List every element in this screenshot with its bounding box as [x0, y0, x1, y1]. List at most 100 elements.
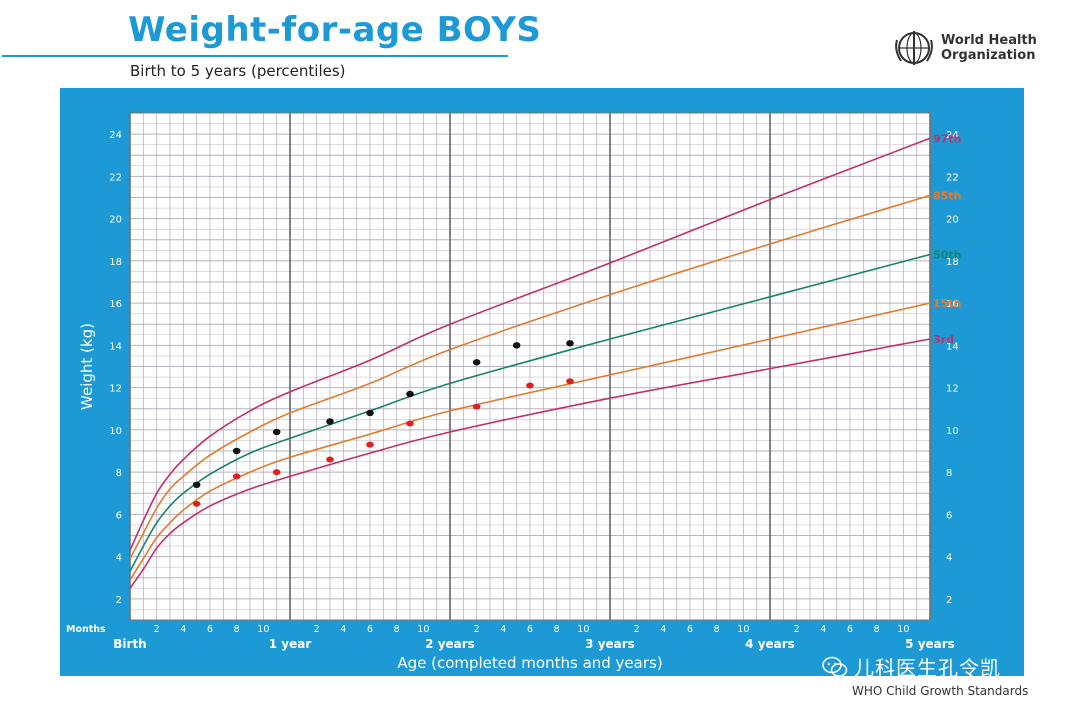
percentile-line-3rd: [129, 338, 931, 589]
y-tick-label-right: 16: [946, 299, 959, 310]
measurement-point-red: [406, 420, 414, 427]
x-month-tick-label: 4: [500, 624, 506, 635]
x-month-tick-label: 6: [527, 624, 533, 635]
measurement-point-black: [192, 481, 201, 488]
measurement-point-red: [272, 469, 281, 476]
y-tick-label-right: 8: [946, 468, 952, 479]
measurement-point-black: [512, 342, 521, 349]
y-tick-label-left: 18: [109, 257, 122, 268]
y-tick-label-right: 4: [946, 553, 952, 564]
measurement-point-red: [232, 473, 241, 480]
y-tick-label-right: 10: [946, 426, 959, 437]
y-tick-label-left: 2: [116, 595, 122, 606]
y-tick-label-left: 20: [109, 215, 122, 226]
watermark: 儿科医生孔令凯: [822, 652, 1001, 681]
x-month-tick-label: 8: [554, 624, 560, 635]
y-tick-label-right: 6: [946, 510, 952, 521]
x-month-tick-label: 10: [577, 624, 589, 635]
x-year-label: 5 years: [905, 637, 955, 651]
percentile-line-15th: [129, 302, 931, 581]
measurement-point-black: [406, 390, 414, 398]
percentile-label-50th: 50th: [933, 249, 961, 262]
percentile-label-85th: 85th: [933, 189, 961, 202]
y-tick-label-right: 2: [946, 595, 952, 606]
x-year-label: 1 year: [269, 637, 312, 651]
x-month-tick-label: 2: [154, 624, 160, 635]
x-month-tick-label: 4: [820, 624, 826, 635]
months-label: Months: [66, 624, 106, 635]
x-year-label: 4 years: [745, 637, 795, 651]
measurement-point-black: [326, 418, 334, 425]
chart-subtitle: Birth to 5 years (percentiles): [130, 62, 346, 80]
measurement-point-black: [272, 428, 281, 436]
who-name-line1: World Health: [941, 33, 1037, 48]
y-tick-label-left: 16: [109, 299, 122, 310]
x-month-tick-label: 10: [737, 624, 749, 635]
plot-border: [129, 112, 931, 621]
who-logo: World Health Organization: [893, 28, 1037, 68]
y-tick-label-left: 22: [109, 172, 122, 183]
percentile-line-50th: [129, 253, 931, 572]
measurement-point-red: [366, 441, 374, 448]
x-month-tick-label: 6: [207, 624, 213, 635]
measurement-point-black: [566, 340, 574, 347]
y-tick-label-left: 14: [109, 341, 122, 352]
x-month-tick-label: 4: [660, 624, 666, 635]
chart-title: Weight-for-age BOYS: [128, 10, 542, 50]
x-month-tick-label: 6: [847, 624, 853, 635]
x-month-tick-label: 2: [634, 624, 640, 635]
x-year-label: Birth: [113, 637, 146, 651]
y-tick-label-left: 4: [116, 553, 122, 564]
title-rule: [2, 55, 508, 57]
percentile-line-85th: [129, 194, 931, 560]
x-month-tick-label: 2: [314, 624, 320, 635]
who-name-line2: Organization: [941, 48, 1036, 63]
percentile-label-97th: 97th: [933, 132, 961, 145]
measurement-point-black: [232, 447, 241, 455]
measurement-point-red: [566, 378, 574, 385]
x-month-tick-label: 8: [714, 624, 720, 635]
measurement-point-red: [472, 403, 481, 410]
x-axis-title: Age (completed months and years): [397, 654, 662, 672]
who-emblem-icon: [895, 31, 933, 65]
y-tick-label-left: 8: [116, 468, 122, 479]
percentile-label-15th: 15th: [933, 297, 961, 310]
y-tick-label-right: 12: [946, 384, 959, 395]
y-tick-label-right: 20: [946, 215, 959, 226]
x-month-tick-label: 6: [687, 624, 693, 635]
y-tick-label-left: 6: [116, 510, 122, 521]
y-tick-label-left: 12: [109, 384, 122, 395]
x-month-tick-label: 4: [180, 624, 186, 635]
y-axis-title: Weight (kg): [78, 323, 96, 410]
y-tick-label-left: 10: [109, 426, 122, 437]
x-month-tick-label: 10: [417, 624, 429, 635]
y-tick-label-left: 24: [109, 130, 122, 141]
x-month-tick-label: 2: [474, 624, 480, 635]
chart-panel: 2 2 4 4 6 6 8 8 10 10 12 12 14 14 16 16 18 18 20 20 22 22 24 24…: [60, 88, 1024, 676]
x-year-label: 3 years: [585, 637, 635, 651]
x-month-tick-label: 6: [367, 624, 373, 635]
y-tick-label-right: 22: [946, 172, 959, 183]
x-month-tick-label: 4: [340, 624, 346, 635]
x-month-tick-label: 10: [897, 624, 909, 635]
footer-standards: WHO Child Growth Standards: [852, 684, 1029, 698]
x-month-tick-label: 8: [874, 624, 880, 635]
x-month-tick-label: 8: [394, 624, 400, 635]
y-tick-label-right: 14: [946, 341, 959, 352]
y-tick-label-right: 24: [946, 130, 959, 141]
measurement-point-red: [326, 456, 334, 463]
measurement-point-black: [472, 359, 481, 366]
percentile-line-97th: [129, 137, 931, 551]
measurement-point-red: [526, 382, 534, 389]
watermark-text: 儿科医生孔令凯: [854, 656, 1001, 680]
measurement-point-red: [192, 500, 201, 507]
wechat-icon: [822, 656, 848, 677]
x-year-label: 2 years: [425, 637, 475, 651]
percentile-label-3rd: 3rd: [933, 333, 954, 346]
y-tick-label-right: 18: [946, 257, 959, 268]
x-month-tick-label: 2: [794, 624, 800, 635]
x-month-tick-label: 8: [234, 624, 240, 635]
measurement-point-black: [366, 409, 374, 417]
x-month-tick-label: 10: [257, 624, 269, 635]
